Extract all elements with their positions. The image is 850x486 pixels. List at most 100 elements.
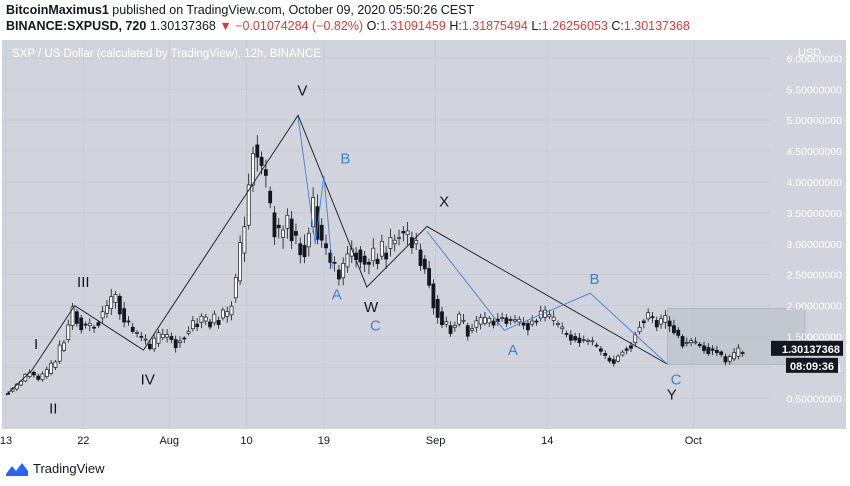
candle [697, 343, 702, 347]
candle [74, 311, 79, 324]
high-label: H: [449, 19, 462, 33]
close-value: 1.30137368 [623, 19, 690, 33]
candle [345, 253, 350, 268]
candle [693, 341, 698, 344]
candle [109, 296, 114, 310]
candle [44, 369, 49, 377]
candle [160, 333, 165, 339]
candle [719, 351, 724, 355]
candle [508, 319, 513, 321]
candle [358, 249, 363, 263]
candle [577, 337, 582, 344]
candle [294, 231, 298, 236]
candle [53, 361, 58, 368]
candle [49, 362, 53, 374]
candle [654, 320, 659, 328]
candle [229, 305, 234, 316]
candle [521, 322, 526, 326]
candle [341, 263, 346, 279]
candle [560, 326, 565, 330]
tradingview-logo-icon[interactable] [6, 462, 28, 476]
candle [641, 320, 646, 324]
candle [397, 237, 401, 239]
publish-header: BitcoinMaximus1 published on TradingView… [6, 3, 474, 17]
candle [315, 206, 320, 240]
author-name[interactable]: BitcoinMaximus1 [6, 3, 109, 17]
chart-title: SXP / US Dollar (calculated by TradingVi… [12, 48, 321, 60]
candle [255, 144, 260, 158]
candle [362, 255, 367, 265]
y-tick-label: 1.50000000 [787, 331, 843, 343]
wave-label: I [34, 336, 38, 353]
plot-area[interactable] [2, 40, 770, 429]
candle [672, 325, 676, 334]
candle [736, 347, 741, 357]
candle [263, 169, 268, 176]
down-arrow-icon: ▼ [219, 19, 232, 33]
wave-label: II [49, 401, 57, 418]
countdown-tag: 08:09:36 [790, 361, 834, 373]
wave-label: III [77, 274, 90, 291]
candle [474, 320, 479, 328]
candle [431, 283, 436, 309]
candle [384, 252, 389, 260]
candle [594, 344, 599, 347]
candle [392, 239, 397, 245]
candle [152, 337, 157, 350]
low-value: 1.26256053 [541, 19, 608, 33]
primary-wave[interactable] [5, 114, 668, 396]
candle [259, 156, 264, 166]
high-value: 1.31875494 [461, 19, 528, 33]
countdown-tag-bg [786, 357, 838, 373]
candle [32, 371, 36, 376]
candle [414, 240, 419, 245]
footer-brand[interactable]: TradingView [33, 461, 105, 476]
candle [100, 311, 105, 319]
candle [298, 243, 303, 256]
candle [62, 342, 66, 351]
candle [556, 323, 560, 325]
candle [117, 295, 122, 315]
candle [603, 353, 608, 356]
candle [659, 318, 663, 325]
candle [504, 317, 509, 324]
candle [156, 332, 161, 344]
corrective-wave-1[interactable] [297, 117, 333, 269]
x-tick-label: 14 [541, 435, 553, 447]
wave-label: A [508, 342, 518, 359]
x-tick-label: Sep [426, 435, 446, 447]
candle [448, 325, 453, 334]
candle [70, 306, 75, 327]
candle [96, 322, 101, 326]
candle [530, 320, 535, 325]
candle [517, 318, 522, 323]
corrective-wave-2[interactable] [426, 231, 668, 365]
candle [203, 316, 208, 322]
candle [186, 331, 191, 334]
candle [367, 261, 371, 265]
candle [251, 153, 255, 186]
candle [148, 343, 152, 350]
candle [233, 277, 238, 299]
range-box[interactable] [667, 308, 806, 365]
candle [435, 299, 440, 318]
change-value: −0.01074284 (−0.82%) [235, 19, 364, 33]
candle [195, 323, 200, 328]
candle [624, 348, 629, 351]
candle [646, 312, 651, 320]
candle [135, 332, 139, 334]
candle [422, 258, 427, 270]
candle [444, 321, 449, 325]
candle [500, 317, 505, 319]
candle [208, 321, 212, 328]
candle [105, 305, 109, 314]
open-label: O: [366, 19, 380, 33]
candle [371, 247, 376, 262]
candle [650, 316, 655, 319]
candle [573, 336, 578, 341]
candle [740, 352, 745, 354]
wave-label: A [332, 286, 342, 303]
candle [268, 190, 273, 204]
candle [182, 337, 187, 340]
